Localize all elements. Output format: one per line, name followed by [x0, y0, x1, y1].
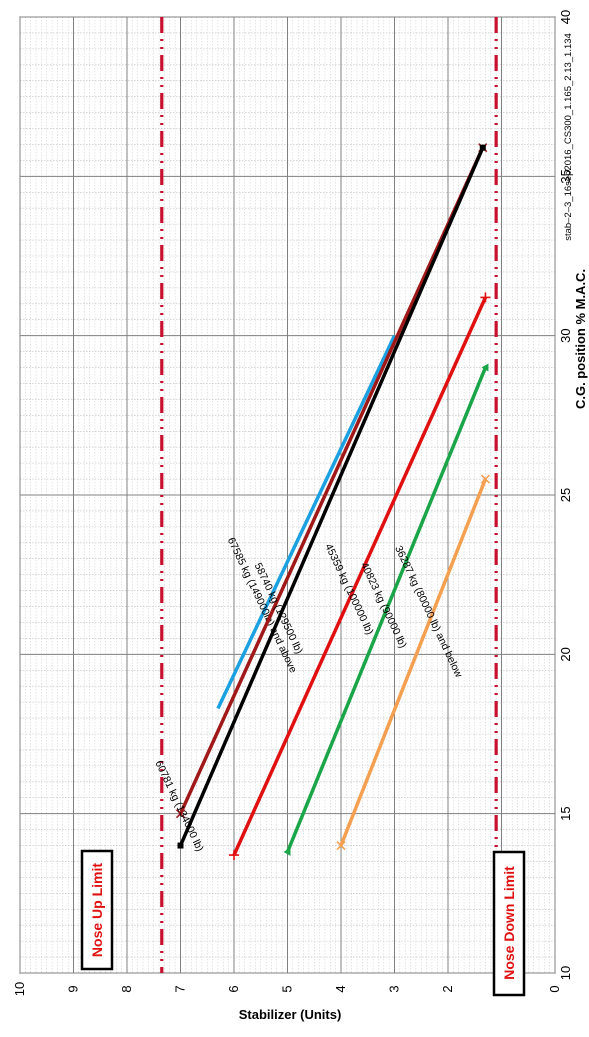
y-tick-label: 8: [119, 985, 134, 992]
data-point: [175, 809, 186, 819]
y-tick-label: 2: [440, 985, 455, 992]
data-point: [177, 842, 184, 849]
limit-lines: [160, 17, 498, 973]
chart-credit: stab–2–3_16sep2016_CS300_1.165_2.13_1.13…: [563, 33, 574, 241]
series-line: [216, 334, 397, 710]
x-tick-label: 40: [558, 10, 573, 24]
y-tick-label: 0: [547, 985, 562, 992]
y-tick-label: 4: [333, 985, 348, 992]
series-line: [339, 478, 488, 847]
data-point: [481, 363, 489, 372]
series-line: [178, 146, 485, 847]
x-tick-label: 25: [558, 488, 573, 502]
x-tick-label: 35: [558, 169, 573, 183]
nose-up-limit-box: Nose Up Limit: [80, 849, 114, 971]
nose-down-limit-label: Nose Down Limit: [501, 866, 517, 980]
data-point: [480, 474, 491, 484]
y-tick-label: 10: [12, 982, 27, 996]
data-point: [479, 144, 486, 151]
y-axis-label: Stabilizer (Units): [239, 1007, 342, 1022]
nose-down-limit-box: Nose Down Limit: [492, 850, 526, 997]
series-line: [178, 146, 485, 815]
nose-up-limit-label: Nose Up Limit: [89, 863, 105, 957]
x-axis-label: C.G. position % M.A.C.: [573, 269, 588, 409]
data-point: [480, 292, 491, 303]
data-point: [283, 847, 291, 856]
x-tick-label: 30: [558, 328, 573, 342]
x-tick-label: 15: [558, 806, 573, 820]
y-tick-label: 9: [66, 985, 81, 992]
x-tick-label: 20: [558, 647, 573, 661]
x-tick-label: 10: [558, 966, 573, 980]
grid: [19, 16, 556, 974]
series-line: [285, 366, 488, 853]
y-tick-label: 7: [173, 985, 188, 992]
y-tick-label: 5: [280, 985, 295, 992]
y-tick-label: 3: [387, 985, 402, 992]
data-point: [336, 840, 346, 851]
data-point: [229, 850, 239, 861]
y-tick-label: 6: [226, 985, 241, 992]
series-line: [232, 296, 488, 856]
